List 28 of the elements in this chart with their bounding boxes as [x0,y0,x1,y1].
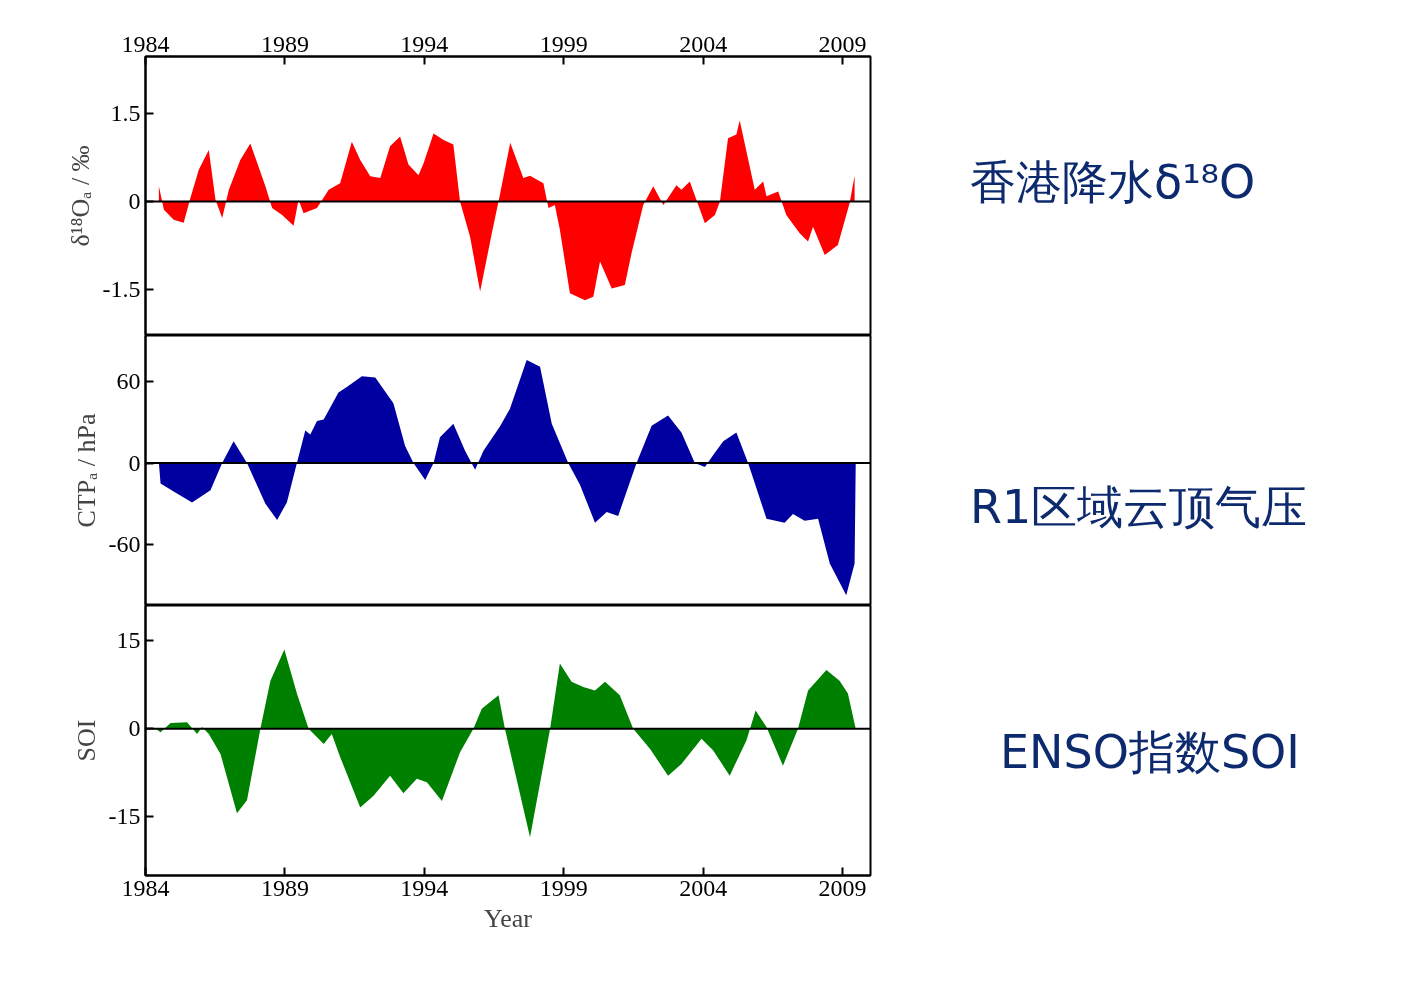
x-tick-label: 2009 [818,874,867,901]
text: 香港降水δ¹⁸O [970,154,1256,211]
y-tick-label: 0 [128,715,141,742]
x2-tick-label: 1984 [121,30,170,57]
x2-tick-label: 1999 [539,30,588,57]
y-tick-label: -15 [108,803,141,830]
y-tick-label: 1.5 [110,99,141,126]
y-tick-label: 0 [128,449,141,476]
x-tick-label: 1984 [121,874,170,901]
y-tick-label: -1.5 [102,276,141,303]
x2-tick-label: 2004 [679,30,728,57]
text: ENSO指数SOI [1000,724,1300,781]
x-tick-label: 1999 [539,874,588,901]
y-tick-label: 0 [128,188,141,215]
x2-tick-label: 2009 [818,30,867,57]
x-tick-label: 2004 [679,874,728,901]
y-tick-label: -60 [108,530,141,557]
text: R1区域云顶气压 [970,479,1308,536]
y-axis-title: CTPₐ / hPa [71,413,101,528]
x-axis-title: Year [484,903,533,933]
y-tick-label: 60 [116,368,141,395]
x2-tick-label: 1994 [400,30,449,57]
y-tick-label: 15 [116,627,141,654]
x-tick-label: 1989 [260,874,309,901]
y-axis-title: δ¹⁸Oₐ / ‰ [65,145,95,247]
x2-tick-label: 1989 [260,30,309,57]
x-tick-label: 1994 [400,874,449,901]
y-axis-title: SOI [71,719,101,762]
